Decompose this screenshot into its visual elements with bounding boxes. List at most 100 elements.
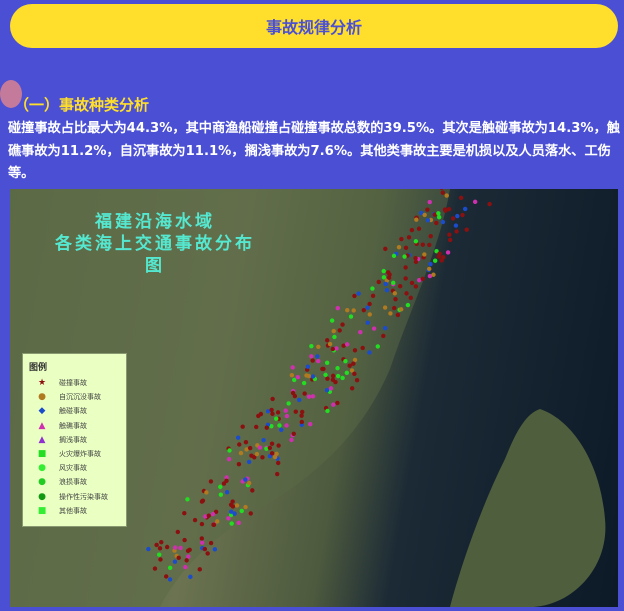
accident-marker [243,504,248,510]
legend-label: 触礁事故 [59,421,87,430]
accident-marker [227,448,232,453]
accident-marker [210,511,216,517]
accident-marker [487,201,492,207]
accident-marker [183,564,188,570]
accident-marker [413,255,418,261]
accident-marker [270,396,275,402]
accident-marker [308,421,313,427]
accident-marker [192,517,198,523]
accident-marker [310,374,316,379]
accident-marker [185,497,190,502]
accident-marker [383,281,388,287]
accident-marker [361,307,366,313]
accident-marker [335,305,340,311]
legend-symbol-icon: ● [38,463,46,474]
accident-marker [329,318,335,323]
accident-marker [269,424,274,429]
legend-title: 图例 [29,363,48,373]
legend-label: 搁浅事故 [59,435,87,444]
accident-marker [381,275,387,280]
legend-label: 其他事故 [59,506,87,515]
accident-marker [402,254,407,259]
accident-marker [167,565,173,571]
accident-marker [436,214,442,220]
accident-marker [408,295,413,301]
accident-marker [289,372,295,378]
accident-marker [218,484,223,490]
accident-marker [224,475,229,480]
legend-item: ● 自沉沉没事故 [23,390,126,404]
accident-marker [226,516,231,521]
accident-marker [434,249,439,254]
accident-marker [406,235,412,240]
accident-marker [215,519,220,524]
accident-marker [249,453,254,458]
accident-marker [239,508,244,514]
accident-marker [441,254,446,260]
accident-marker [316,358,321,364]
accident-marker [384,288,390,293]
accident-marker [197,567,202,572]
accident-marker [302,391,307,396]
legend-item: ● 浪损事故 [23,475,126,489]
accident-marker [354,377,360,383]
legend-symbol-icon: ● [38,477,46,488]
accident-marker [367,301,372,307]
accident-marker [391,253,397,259]
accident-marker [437,251,442,256]
accident-marker [414,217,419,222]
legend-item: ◆ 触碰事故 [23,404,126,418]
accident-marker [464,227,469,232]
accident-marker [269,407,274,413]
accident-marker [403,245,409,251]
accident-marker [330,346,336,352]
accident-marker [427,273,433,279]
accident-marker [310,394,316,399]
accident-marker [422,212,427,218]
accident-marker [425,218,431,223]
accident-marker [382,305,388,310]
accident-marker [229,521,234,526]
accident-marker [185,548,191,554]
accident-marker [409,227,415,233]
accident-marker [392,291,398,296]
accident-marker [439,189,444,190]
accident-marker [277,423,282,428]
accident-marker [265,409,271,414]
accident-marker [395,312,401,318]
accident-marker [212,547,218,552]
accident-marker [260,455,265,460]
section-paragraph: 碰撞事故占比最大为44.3%，其中商渔船碰撞占碰撞事故总数的39.5%。其次是触… [8,121,620,181]
accident-marker [450,216,456,221]
accident-marker [348,314,354,319]
legend-item: ▲ 搁浅事故 [23,433,126,447]
accident-marker [383,246,388,252]
legend-item: ● 操作性污染事故 [23,490,126,504]
accident-marker [351,308,356,313]
accident-marker [164,544,170,550]
accident-marker [440,219,446,225]
accident-marker [238,450,244,456]
accident-marker [237,442,242,447]
accident-marker [291,377,297,383]
accident-marker [178,545,183,551]
legend-label: 风灾事故 [59,464,87,473]
accident-marker [159,539,164,545]
accident-marker [261,437,266,443]
accident-marker [175,529,181,535]
accident-marker [264,425,269,430]
accident-marker [199,521,205,527]
accident-marker [365,320,370,325]
accident-marker [367,312,372,317]
accident-marker [284,423,289,428]
accident-marker [365,305,370,310]
accident-marker [199,536,205,541]
accident-marker [370,293,376,298]
legend-item: ▲ 触礁事故 [23,419,126,433]
accident-marker [297,397,302,403]
legend-symbol-icon: ■ [37,449,47,460]
accident-marker [228,502,234,508]
accident-marker [199,540,205,545]
accident-marker [309,354,314,359]
accident-marker [352,293,357,299]
